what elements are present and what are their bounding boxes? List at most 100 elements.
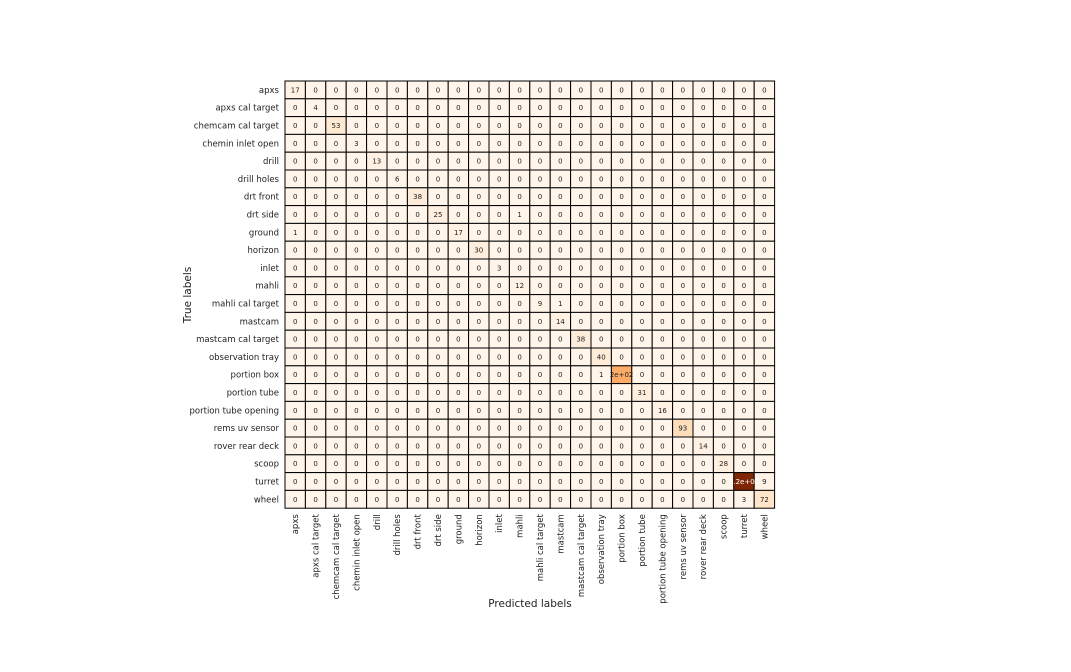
cell-value-label: 0 <box>599 264 603 272</box>
cell-value-label: 5.2e+02 <box>729 478 759 486</box>
cell-value-label: 0 <box>558 211 562 219</box>
cell-value-label: 0 <box>517 229 521 237</box>
cell-value-label: 0 <box>313 478 317 486</box>
cell-value-label: 0 <box>334 264 338 272</box>
cell-value-label: 0 <box>681 300 685 308</box>
cell-value-label: 0 <box>354 158 358 166</box>
cell-value-label: 0 <box>721 389 725 397</box>
cell-value-label: 0 <box>681 193 685 201</box>
cell-value-label: 31 <box>638 389 647 397</box>
cell-value-label: 0 <box>334 460 338 468</box>
cell-value-label: 0 <box>619 478 623 486</box>
y-tick-label: mahli <box>255 282 279 292</box>
cell-value-label: 0 <box>579 211 583 219</box>
cell-value-label: 0 <box>660 175 664 183</box>
cell-value-label: 0 <box>762 211 766 219</box>
cell-value-label: 0 <box>538 264 542 272</box>
cell-value-label: 0 <box>681 460 685 468</box>
cell-value-label: 0 <box>762 336 766 344</box>
cell-value-label: 0 <box>640 264 644 272</box>
cell-value-label: 0 <box>517 193 521 201</box>
cell-value-label: 0 <box>313 140 317 148</box>
cell-value-label: 0 <box>701 496 705 504</box>
cell-value-label: 0 <box>497 282 501 290</box>
cell-value-label: 0 <box>375 247 379 255</box>
cell-value-label: 0 <box>681 104 685 112</box>
heatmap-cells <box>284 80 776 509</box>
cell-value-label: 0 <box>721 229 725 237</box>
cell-value-label: 0 <box>517 318 521 326</box>
cell-value-label: 0 <box>436 229 440 237</box>
cell-value-label: 0 <box>558 442 562 450</box>
cell-value-label: 0 <box>660 247 664 255</box>
cell-value-label: 0 <box>721 211 725 219</box>
cell-value-label: 0 <box>721 336 725 344</box>
cell-value-label: 0 <box>619 282 623 290</box>
cell-value-label: 0 <box>375 425 379 433</box>
cell-value-label: 0 <box>762 264 766 272</box>
cell-value-label: 0 <box>334 104 338 112</box>
y-tick-label: apxs cal target <box>215 104 279 114</box>
cell-value-label: 0 <box>293 158 297 166</box>
cell-value-label: 0 <box>415 353 419 361</box>
cell-value-label: 0 <box>334 478 338 486</box>
cell-value-label: 0 <box>762 442 766 450</box>
cell-value-label: 0 <box>599 229 603 237</box>
cell-value-label: 0 <box>395 104 399 112</box>
cell-value-label: 0 <box>742 211 746 219</box>
cell-value-label: 0 <box>313 122 317 130</box>
cell-value-label: 0 <box>619 496 623 504</box>
cell-value-label: 3 <box>742 496 746 504</box>
cell-value-label: 0 <box>579 389 583 397</box>
cell-value-label: 0 <box>599 193 603 201</box>
cell-value-label: 0 <box>742 425 746 433</box>
x-tick-label: wheel <box>760 514 770 539</box>
cell-value-label: 0 <box>701 460 705 468</box>
cell-value-label: 0 <box>538 371 542 379</box>
cell-value-label: 0 <box>538 318 542 326</box>
cell-value-label: 0 <box>660 478 664 486</box>
cell-value-label: 4 <box>313 104 318 112</box>
cell-value-label: 0 <box>313 425 317 433</box>
cell-value-label: 0 <box>456 300 460 308</box>
cell-value-label: 0 <box>415 407 419 415</box>
cell-value-label: 0 <box>701 140 705 148</box>
cell-value-label: 0 <box>334 371 338 379</box>
cell-value-label: 0 <box>640 407 644 415</box>
x-tick-label: chemin inlet open <box>352 514 362 591</box>
y-tick-label: turret <box>255 478 280 488</box>
cell-value-label: 0 <box>456 211 460 219</box>
cell-value-label: 0 <box>619 229 623 237</box>
cell-value-label: 0 <box>477 353 481 361</box>
cell-value-label: 0 <box>334 336 338 344</box>
cell-value-label: 0 <box>762 371 766 379</box>
cell-value-label: 0 <box>599 318 603 326</box>
cell-value-label: 0 <box>681 140 685 148</box>
cell-value-label: 0 <box>334 353 338 361</box>
cell-value-label: 0 <box>538 193 542 201</box>
cell-value-label: 0 <box>742 86 746 94</box>
cell-value-label: 0 <box>558 496 562 504</box>
cell-value-label: 0 <box>721 247 725 255</box>
cell-value-label: 0 <box>742 282 746 290</box>
y-tick-label: chemin inlet open <box>202 139 279 149</box>
cell-value-label: 0 <box>293 264 297 272</box>
cell-value-label: 0 <box>619 264 623 272</box>
cell-value-label: 0 <box>599 478 603 486</box>
cell-value-label: 0 <box>436 371 440 379</box>
cell-value-label: 0 <box>742 175 746 183</box>
cell-value-label: 0 <box>497 86 501 94</box>
cell-value-label: 0 <box>456 389 460 397</box>
cell-value-label: 0 <box>517 158 521 166</box>
y-tick-label: ground <box>249 228 279 238</box>
cell-value-label: 0 <box>517 353 521 361</box>
cell-value-label: 0 <box>538 460 542 468</box>
cell-value-label: 0 <box>762 353 766 361</box>
cell-value-label: 0 <box>579 460 583 468</box>
cell-value-label: 0 <box>313 389 317 397</box>
cell-value-label: 0 <box>436 104 440 112</box>
cell-value-label: 0 <box>334 389 338 397</box>
cell-value-label: 0 <box>538 211 542 219</box>
cell-value-label: 0 <box>456 104 460 112</box>
x-tick-label: chemcam cal target <box>332 514 342 600</box>
